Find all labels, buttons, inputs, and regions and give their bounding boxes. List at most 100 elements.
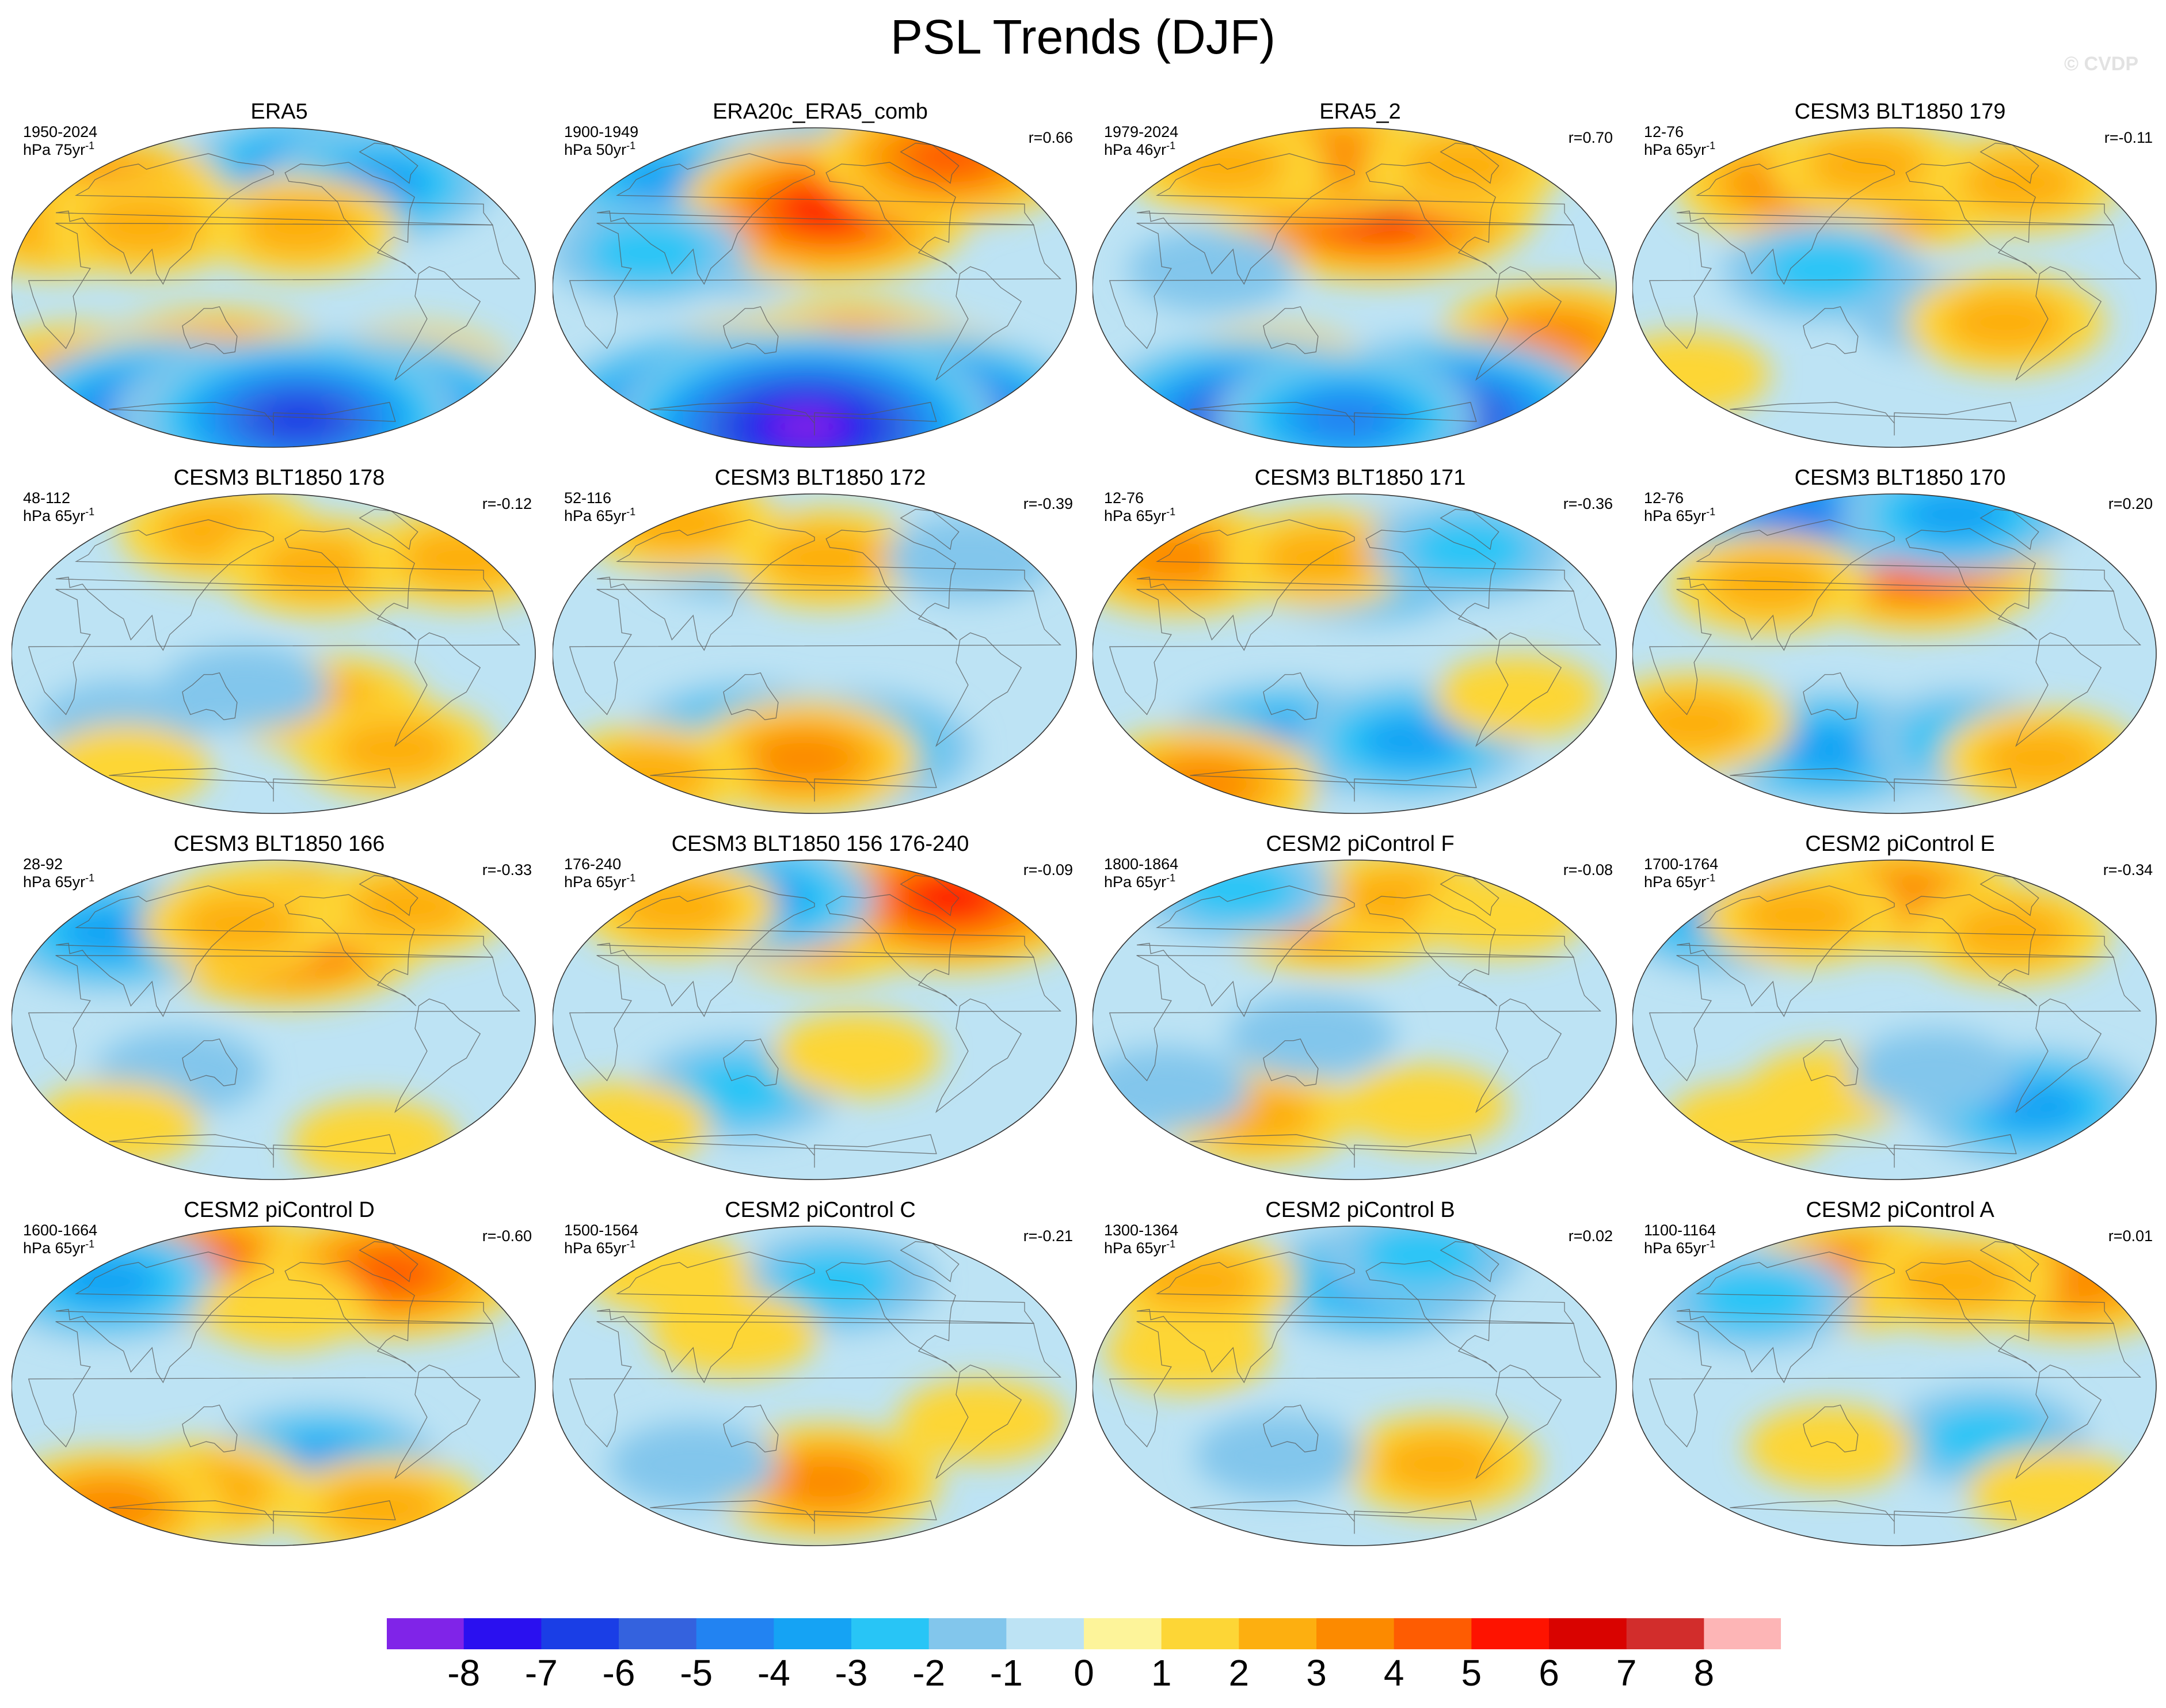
panel-title: CESM2 piControl A — [1806, 1198, 1994, 1222]
coastline — [1649, 955, 2142, 1082]
coastline — [1803, 306, 1859, 355]
panel-units: hPa 65yr-1 — [564, 1239, 638, 1257]
panel-units-label: hPa 65yr — [564, 507, 627, 524]
field-anomaly — [1745, 1405, 1914, 1489]
coastline — [2015, 1364, 2102, 1479]
coastline — [1980, 509, 2039, 550]
panel-units: hPa 65yr-1 — [23, 1239, 97, 1257]
panel-units-label: hPa 65yr — [1644, 1239, 1707, 1257]
panel-period: 52-116 — [564, 489, 612, 507]
coastline — [596, 153, 1035, 285]
coastline — [1136, 519, 1575, 651]
colorbar-swatch — [774, 1618, 852, 1650]
coastline — [825, 528, 958, 640]
panel-units-label: hPa 65yr — [564, 873, 627, 891]
colorbar-tick-label: 0 — [1074, 1652, 1094, 1694]
field-anomaly — [1850, 1030, 2019, 1114]
panel-period-units: 1950-2024 hPa 75yr-1 — [23, 123, 97, 159]
figure-title: PSL Trends (DJF) — [890, 10, 1276, 64]
cvdp-watermark: © CVDP — [2064, 53, 2138, 75]
field-anomaly — [1377, 1433, 1501, 1495]
field-anomaly — [1165, 135, 1288, 197]
coastline — [1730, 1134, 2017, 1168]
map-outline — [553, 493, 1077, 814]
coastline — [359, 1241, 418, 1283]
coastline — [825, 894, 958, 1006]
map-plot — [1632, 127, 2157, 448]
field-anomaly — [1904, 494, 2007, 541]
colorbar-frame — [386, 1618, 1781, 1650]
coastline — [359, 143, 418, 184]
coastline — [596, 519, 1035, 651]
map-plot — [12, 127, 536, 448]
map-panel: CESM3 BLT1850 156 176-240 176-240 hPa 65yr… — [553, 831, 1088, 1180]
map-plot — [1092, 493, 1617, 814]
coastline — [1263, 1404, 1319, 1453]
field-anomaly — [1707, 553, 1830, 615]
panel-title: ERA20c_ERA5_comb — [713, 100, 928, 124]
coastline — [28, 955, 521, 1082]
colorbar-tick-label: 4 — [1383, 1652, 1404, 1694]
coastline — [109, 1500, 396, 1534]
field-anomaly — [161, 646, 330, 731]
coastline — [28, 589, 521, 716]
field-anomaly — [677, 1059, 801, 1120]
coastline — [935, 998, 1022, 1113]
colorbar-tick-labels: -8 -7 -6 -5 -4 -3 -2 -1 0 1 2 3 4 5 6 7 8 — [386, 1650, 1781, 1702]
panel-period: 1979-2024 — [1104, 123, 1179, 140]
coastline — [55, 153, 494, 285]
panel-units-exponent: -1 — [1706, 140, 1716, 151]
panel-units: hPa 65yr-1 — [1104, 1239, 1178, 1257]
panel-pattern-correlation: r=-0.12 — [482, 495, 532, 512]
map-outline — [12, 493, 536, 814]
panel-period: 1950-2024 — [23, 123, 98, 140]
coastline — [1136, 153, 1575, 285]
colorbar — [386, 1618, 1781, 1650]
field-anomaly — [399, 527, 523, 589]
coastline — [1190, 1500, 1477, 1534]
panel-units: hPa 65yr-1 — [1644, 140, 1716, 159]
coastline — [1440, 875, 1499, 916]
field-anomaly — [1944, 291, 2067, 353]
colorbar-tick-label: 5 — [1461, 1652, 1482, 1694]
colorbar-tick-label: -2 — [912, 1652, 946, 1694]
panel-period-units: 1600-1664 hPa 65yr-1 — [23, 1222, 97, 1257]
coastline — [723, 306, 779, 355]
field-anomaly — [1895, 1250, 2019, 1313]
map-outline — [1632, 127, 2157, 448]
field-anomaly — [1128, 228, 1297, 313]
field-anomaly — [774, 1456, 877, 1508]
coastline — [394, 266, 481, 381]
field-anomaly — [259, 398, 338, 438]
coastline — [825, 1260, 958, 1372]
coastline — [723, 1038, 779, 1087]
colorbar-tick-label: 2 — [1228, 1652, 1250, 1694]
map-panel: CESM3 BLT1850 172 52-116 hPa 65yr-1 r=-0.39 — [553, 465, 1088, 814]
panel-period: 12-76 — [1644, 489, 1684, 507]
field-anomaly — [1361, 715, 1464, 767]
coastline — [1649, 1321, 2142, 1448]
coastline — [1136, 1251, 1575, 1383]
coastline — [1109, 955, 1602, 1082]
panel-pattern-correlation: r=0.20 — [2108, 495, 2153, 512]
panel-pattern-correlation: r=-0.34 — [2103, 861, 2153, 878]
colorbar-swatch — [1006, 1618, 1084, 1650]
colorbar-swatch — [1084, 1618, 1162, 1650]
coastline — [569, 223, 1062, 349]
panel-pattern-correlation: r=-0.39 — [1023, 495, 1073, 512]
panel-period: 1500-1564 — [564, 1222, 639, 1239]
map-outline — [12, 127, 536, 448]
field-anomaly — [1300, 395, 1392, 441]
panel-units-exponent: -1 — [626, 1238, 636, 1250]
map-plot — [12, 859, 536, 1180]
map-outline — [12, 1226, 536, 1546]
map-outline — [553, 127, 1077, 448]
panel-units-exponent: -1 — [1166, 506, 1176, 518]
map-panel: CESM3 BLT1850 166 28-92 hPa 65yr-1 r=-0.33 — [12, 831, 547, 1180]
coastline — [1730, 402, 2017, 436]
coastline — [1676, 519, 2115, 651]
coastline — [1730, 768, 2017, 802]
field-anomaly — [1761, 239, 1885, 301]
panel-title: CESM3 BLT1850 156 176-240 — [671, 832, 969, 856]
panel-period-units: 12-76 hPa 65yr-1 — [1644, 489, 1715, 525]
